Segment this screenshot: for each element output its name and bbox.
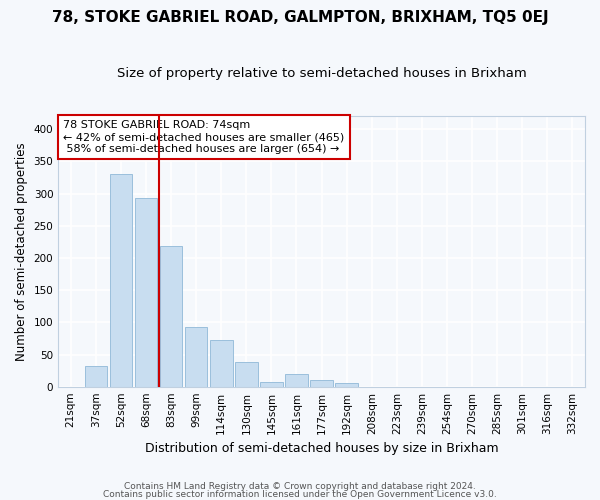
Bar <box>210 340 233 386</box>
Text: Contains public sector information licensed under the Open Government Licence v3: Contains public sector information licen… <box>103 490 497 499</box>
Bar <box>85 366 107 386</box>
Bar <box>260 382 283 386</box>
Bar <box>235 362 257 386</box>
Text: 78 STOKE GABRIEL ROAD: 74sqm
← 42% of semi-detached houses are smaller (465)
 58: 78 STOKE GABRIEL ROAD: 74sqm ← 42% of se… <box>64 120 344 154</box>
Bar <box>160 246 182 386</box>
Title: Size of property relative to semi-detached houses in Brixham: Size of property relative to semi-detach… <box>117 68 526 80</box>
Text: 78, STOKE GABRIEL ROAD, GALMPTON, BRIXHAM, TQ5 0EJ: 78, STOKE GABRIEL ROAD, GALMPTON, BRIXHA… <box>52 10 548 25</box>
Bar <box>285 374 308 386</box>
Y-axis label: Number of semi-detached properties: Number of semi-detached properties <box>15 142 28 361</box>
Bar <box>185 327 208 386</box>
Text: Contains HM Land Registry data © Crown copyright and database right 2024.: Contains HM Land Registry data © Crown c… <box>124 482 476 491</box>
X-axis label: Distribution of semi-detached houses by size in Brixham: Distribution of semi-detached houses by … <box>145 442 499 455</box>
Bar <box>335 384 358 386</box>
Bar <box>310 380 333 386</box>
Bar <box>134 198 157 386</box>
Bar <box>110 174 132 386</box>
